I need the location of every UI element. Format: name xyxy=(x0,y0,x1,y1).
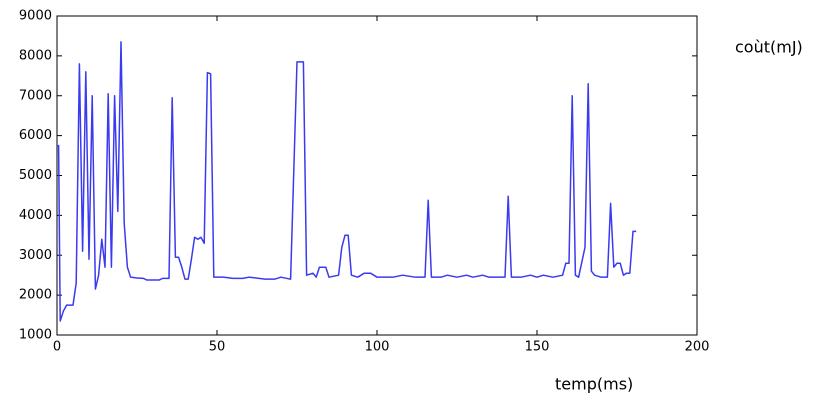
y-tick-label: 6000 xyxy=(19,128,52,143)
y-tick-label: 9000 xyxy=(19,9,52,24)
y-tick-label: 8000 xyxy=(19,48,52,63)
x-tick-label: 200 xyxy=(685,340,710,355)
y-axis-label: coùt(mJ) xyxy=(735,38,803,57)
y-tick-label: 5000 xyxy=(19,168,52,183)
x-tick-label: 50 xyxy=(209,340,226,355)
y-tick-label: 4000 xyxy=(19,208,52,223)
y-tick-label: 1000 xyxy=(19,328,52,343)
x-tick-label: 150 xyxy=(525,340,550,355)
y-tick-label: 3000 xyxy=(19,248,52,263)
line-series xyxy=(57,41,637,322)
y-tick-label: 2000 xyxy=(19,288,52,303)
x-tick-label: 0 xyxy=(53,340,61,355)
x-tick-label: 100 xyxy=(365,340,390,355)
x-axis-label: temp(ms) xyxy=(555,375,633,394)
plot-frame xyxy=(56,15,698,336)
y-tick-label: 7000 xyxy=(19,88,52,103)
